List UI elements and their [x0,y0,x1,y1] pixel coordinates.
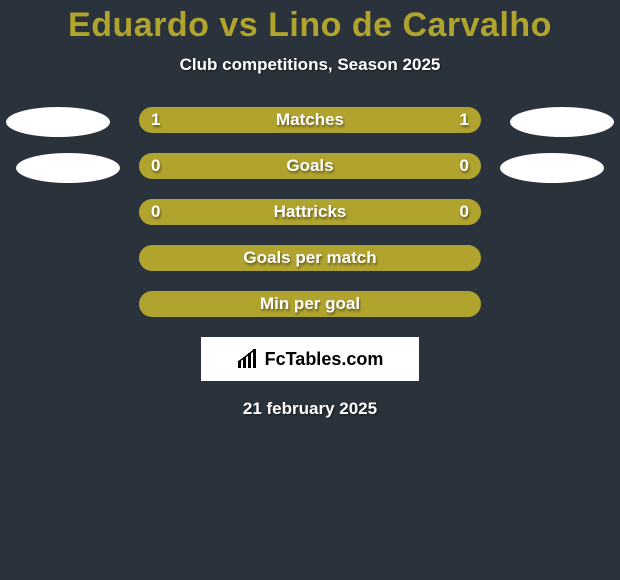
stat-bar: 0 Goals 0 [139,153,481,179]
stat-bar: Min per goal [139,291,481,317]
stat-bar: 0 Hattricks 0 [139,199,481,225]
chart-icon [237,349,259,369]
stat-label: Goals per match [139,248,481,268]
stat-value-right: 0 [460,156,469,176]
stat-bar: Goals per match [139,245,481,271]
comparison-date: 21 february 2025 [0,399,620,419]
stat-row: 0 Hattricks 0 [0,199,620,225]
stat-value-right: 1 [460,110,469,130]
comparison-title: Eduardo vs Lino de Carvalho [0,0,620,45]
stat-row: Goals per match [0,245,620,271]
stats-container: 1 Matches 1 0 Goals 0 0 Hattricks 0 Goal… [0,107,620,317]
stat-label: Matches [139,110,481,130]
stat-value-right: 0 [460,202,469,222]
stat-row: Min per goal [0,291,620,317]
brand-text: FcTables.com [265,349,384,370]
stat-bar: 1 Matches 1 [139,107,481,133]
stat-label: Goals [139,156,481,176]
stat-row: 0 Goals 0 [0,153,620,179]
stat-row: 1 Matches 1 [0,107,620,133]
comparison-subtitle: Club competitions, Season 2025 [0,55,620,75]
stat-label: Hattricks [139,202,481,222]
brand-box: FcTables.com [201,337,419,381]
stat-label: Min per goal [139,294,481,314]
